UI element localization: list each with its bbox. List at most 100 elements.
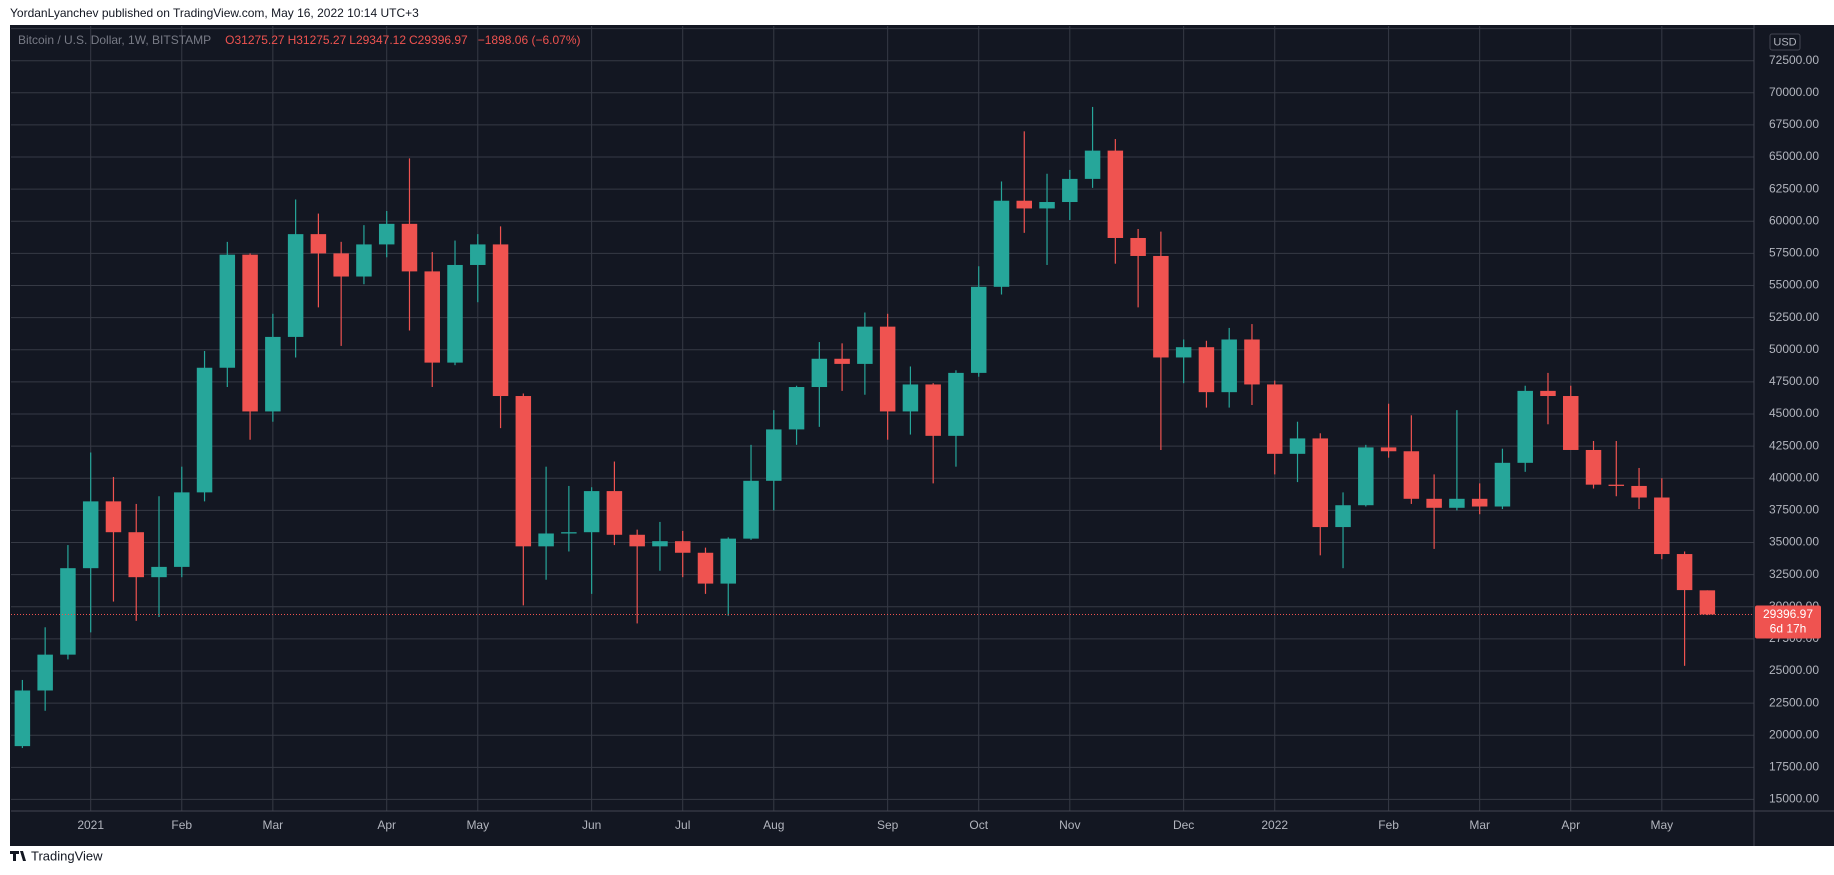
candle-body (948, 372, 964, 436)
y-tick-label: 72500.00 (1769, 53, 1819, 67)
candle-body (1608, 484, 1625, 486)
candle-body (82, 501, 99, 569)
x-tick-label: Jul (675, 818, 690, 832)
candle-body (970, 286, 987, 373)
candle-body (1585, 449, 1602, 485)
candle-body (1676, 554, 1693, 591)
candle-body (14, 690, 31, 747)
candle-body (1335, 505, 1351, 528)
x-tick-label: Mar (1469, 818, 1490, 832)
candle-body (1016, 200, 1033, 209)
candle-body (128, 532, 144, 578)
candle-body (1175, 347, 1192, 358)
candle-body (538, 533, 554, 547)
plot (11, 26, 1754, 811)
candle-body (242, 254, 258, 412)
candle-body (857, 326, 873, 364)
candle-body (720, 538, 736, 584)
x-tick-label: Oct (969, 818, 988, 832)
candle-body (310, 234, 327, 254)
candle-body (902, 384, 919, 412)
y-tick-label: 50000.00 (1769, 342, 1819, 356)
publish-line: YordanLyanchev published on TradingView.… (10, 6, 419, 20)
legend-value: C29396.97 (409, 33, 468, 47)
y-tick-label: 47500.00 (1769, 374, 1819, 388)
candle-body (766, 429, 782, 481)
y-tick-label: 22500.00 (1769, 695, 1819, 709)
candle-body (1471, 498, 1488, 507)
candle-body (356, 244, 372, 277)
y-tick-label: 40000.00 (1769, 470, 1819, 484)
candle-body (1403, 451, 1420, 499)
candle-body (606, 491, 623, 535)
x-tick-label: Feb (171, 818, 192, 832)
countdown: 6d 17h (1770, 622, 1807, 636)
candle-body (1517, 390, 1533, 463)
candle-body (629, 534, 645, 547)
candle-body (1540, 390, 1556, 397)
candle-body (674, 541, 691, 553)
candle-body (515, 396, 532, 547)
candle-body (1062, 178, 1078, 203)
x-tick-label: 2021 (77, 818, 104, 832)
candle-body (265, 336, 281, 412)
chart-pane (10, 25, 1834, 846)
candle-body (1130, 237, 1146, 256)
y-tick-label: 20000.00 (1769, 727, 1819, 741)
x-tick-label: Aug (763, 818, 784, 832)
candle-body (492, 244, 509, 397)
candle-body (401, 223, 418, 272)
candle-body (151, 566, 167, 578)
candle-body (697, 552, 714, 584)
candle-body (879, 326, 896, 412)
candle-body (583, 491, 600, 533)
candle-body (1563, 396, 1579, 450)
candle-body (743, 480, 759, 539)
last-price-label: 29396.97 (1763, 607, 1813, 621)
candle-body (1494, 462, 1511, 507)
currency-badge (1769, 33, 1801, 51)
candle-body (788, 387, 805, 430)
candle-body (1266, 384, 1283, 454)
y-tick-label: 62500.00 (1769, 181, 1819, 195)
candle-body (447, 264, 463, 363)
x-tick-label: May (466, 818, 489, 832)
candle-body (1289, 438, 1306, 454)
x-tick-label: Feb (1378, 818, 1399, 832)
candle-body (424, 271, 440, 363)
logo (10, 851, 26, 861)
x-tick-label: 2022 (1261, 818, 1288, 832)
y-tick-label: 57500.00 (1769, 246, 1819, 260)
candle-body (174, 492, 190, 567)
y-tick-label: 25000.00 (1769, 663, 1819, 677)
candle-body (105, 501, 122, 533)
candle-body (1699, 590, 1716, 615)
x-tick-label: Nov (1059, 818, 1080, 832)
y-tick-label: 35000.00 (1769, 535, 1819, 549)
last-price-tag (1755, 605, 1821, 639)
candle-body (1380, 447, 1397, 452)
legend-value: H31275.27 (288, 33, 347, 47)
candle-body (219, 254, 236, 368)
candle-body (333, 253, 349, 277)
y-tick-label: 52500.00 (1769, 310, 1819, 324)
legend-value: L29347.12 (349, 33, 406, 47)
x-tick-label: May (1650, 818, 1673, 832)
x-tick-label: Dec (1173, 818, 1194, 832)
y-tick-label: 17500.00 (1769, 759, 1819, 773)
candle-body (925, 384, 941, 436)
candle-body (834, 358, 850, 364)
candle-body (1654, 497, 1670, 555)
legend: Bitcoin / U.S. Dollar, 1W, BITSTAMP O3127… (18, 33, 580, 47)
x-tick-label: Apr (1561, 818, 1580, 832)
brand: TradingView (31, 848, 103, 863)
y-tick-label: 32500.00 (1769, 567, 1819, 581)
x-tick-label: Mar (263, 818, 284, 832)
candle-body (37, 654, 53, 691)
legend-value: O31275.27 (225, 33, 285, 47)
x-tick-label: Jun (582, 818, 601, 832)
candle-body (1039, 202, 1055, 209)
candle-body (561, 532, 577, 534)
candle-body (1153, 255, 1169, 358)
